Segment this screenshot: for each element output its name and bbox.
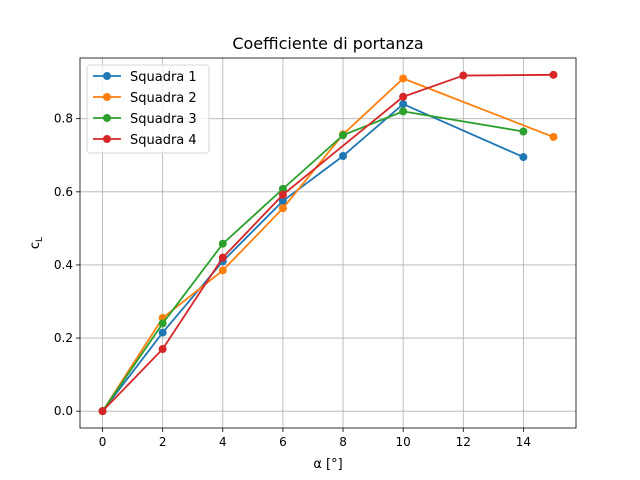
series-squadra-4 — [98, 70, 558, 416]
legend-label: Squadra 3 — [130, 112, 197, 127]
series-group — [98, 70, 558, 416]
data-point — [278, 184, 287, 193]
legend-entry: Squadra 2 — [93, 91, 197, 106]
legend: Squadra 1 Squadra 2 Squadra 3 Squadra 4 — [86, 64, 210, 154]
y-tick-label: 0.0 — [54, 404, 73, 418]
y-tick-label: 0.4 — [54, 258, 73, 272]
data-point — [519, 127, 528, 136]
y-tick-label: 0.2 — [54, 331, 73, 345]
y-tick-label: 0.8 — [54, 112, 73, 126]
legend-marker — [103, 114, 111, 122]
legend-marker — [103, 72, 111, 80]
legend-box — [86, 64, 210, 154]
data-point — [158, 345, 167, 354]
data-point — [339, 131, 348, 140]
x-tick-label: 8 — [339, 435, 347, 449]
data-point — [399, 74, 408, 83]
x-tick-label: 6 — [279, 435, 287, 449]
legend-entry: Squadra 1 — [93, 70, 197, 85]
data-point — [399, 100, 408, 109]
data-point — [158, 328, 167, 337]
y-axis-ticks: 0.0 0.2 0.4 0.6 0.8 — [54, 112, 80, 418]
data-point — [549, 70, 558, 79]
data-point — [399, 92, 408, 101]
x-tick-label: 12 — [456, 435, 471, 449]
x-axis-label: α [°] — [313, 457, 342, 472]
data-point — [278, 190, 287, 199]
data-point — [278, 196, 287, 205]
data-point — [278, 204, 287, 213]
y-tick-label: 0.6 — [54, 185, 73, 199]
legend-label: Squadra 4 — [130, 133, 197, 148]
data-point — [98, 407, 107, 416]
x-tick-label: 0 — [99, 435, 107, 449]
legend-label: Squadra 2 — [130, 91, 197, 106]
data-point — [158, 319, 167, 328]
data-point — [218, 266, 227, 275]
y-axis-label-main: c — [28, 242, 43, 249]
data-point — [339, 151, 348, 160]
x-tick-label: 4 — [219, 435, 227, 449]
data-point — [459, 71, 468, 80]
legend-marker — [103, 93, 111, 101]
legend-entry: Squadra 4 — [93, 133, 197, 148]
data-point — [218, 253, 227, 262]
x-axis-ticks: 0 2 4 6 8 10 12 14 — [99, 428, 531, 449]
plot-frame — [79, 57, 577, 429]
legend-label: Squadra 1 — [130, 70, 197, 85]
data-point — [399, 107, 408, 116]
series-squadra-3 — [98, 107, 528, 416]
legend-marker — [103, 135, 111, 143]
x-tick-label: 2 — [159, 435, 167, 449]
x-tick-label: 10 — [396, 435, 411, 449]
y-axis-label: cL — [28, 237, 45, 249]
data-point — [519, 153, 528, 162]
legend-entry: Squadra 3 — [93, 112, 197, 127]
x-tick-label: 14 — [516, 435, 531, 449]
data-point — [218, 239, 227, 248]
y-axis-label-subscript: L — [35, 237, 45, 242]
chart-title: Coefficiente di portanza — [232, 34, 423, 53]
data-point — [549, 132, 558, 141]
